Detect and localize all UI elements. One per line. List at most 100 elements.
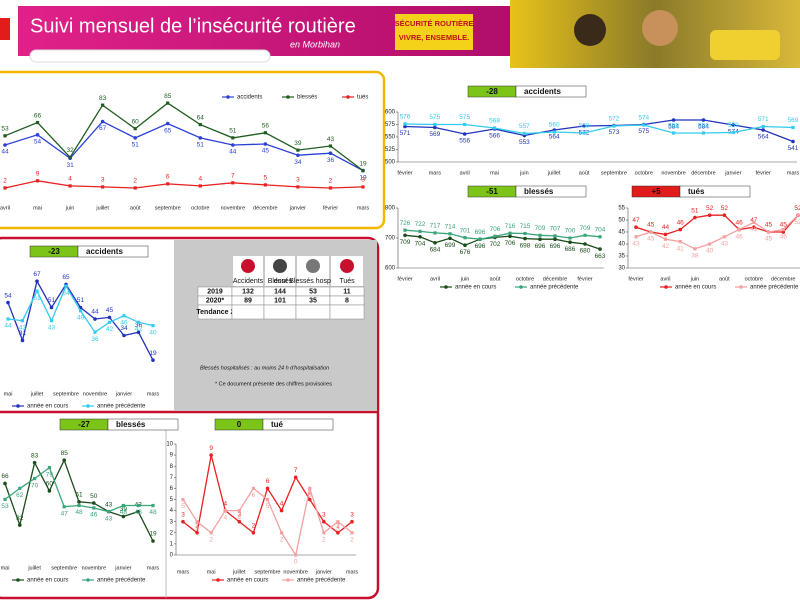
chart-title: tués — [688, 187, 705, 196]
data-label: 52 — [794, 219, 800, 226]
x-tick-label: novembre — [661, 170, 685, 176]
point — [722, 235, 726, 239]
data-label: 2 — [336, 523, 340, 530]
point — [361, 168, 365, 173]
point — [93, 317, 97, 321]
x-tick-label: février — [397, 276, 412, 282]
table-cell-text: 8 — [345, 297, 349, 304]
data-label: 38 — [691, 253, 699, 260]
point — [92, 506, 96, 510]
data-label: 43 — [19, 324, 27, 331]
point — [166, 182, 170, 186]
y-tick-label: 30 — [618, 266, 625, 272]
data-label: 34 — [120, 325, 128, 332]
legend-marker — [519, 285, 523, 289]
logo-text: SÉCURITÉ ROUTIÈRE — [395, 19, 474, 28]
data-label: 32 — [66, 147, 74, 154]
point — [62, 458, 66, 463]
data-label: 83 — [31, 452, 39, 459]
point — [3, 134, 7, 138]
point — [781, 228, 785, 232]
x-tick-label: janvier — [114, 565, 131, 571]
data-label: 43 — [632, 241, 640, 248]
data-label: 4 — [223, 500, 227, 507]
legend-marker — [216, 578, 220, 582]
point — [403, 122, 407, 126]
point — [136, 503, 140, 508]
legend-marker — [444, 285, 448, 289]
x-tick-label: janvier — [289, 205, 306, 211]
series-line — [404, 234, 601, 250]
data-label: 31 — [19, 330, 27, 337]
y-tick-label: 550 — [385, 135, 396, 141]
data-label: 67 — [99, 125, 107, 132]
data-label: 706 — [505, 240, 516, 247]
data-label: 557 — [519, 123, 530, 130]
x-tick-label: avril — [0, 205, 10, 211]
point — [328, 151, 333, 155]
data-label: 575 — [459, 114, 470, 121]
point — [151, 539, 155, 543]
x-tick-label: mai — [4, 391, 13, 397]
point — [77, 503, 81, 508]
chart-title: accidents — [524, 87, 561, 96]
data-label: 704 — [415, 241, 426, 248]
point — [107, 320, 112, 324]
x-tick-label: avril — [430, 276, 440, 282]
point — [582, 124, 586, 128]
point — [181, 519, 185, 524]
point — [263, 131, 267, 135]
point — [68, 184, 72, 188]
point — [101, 185, 105, 189]
data-label: 576 — [400, 114, 411, 121]
point — [165, 121, 170, 126]
column-header: Accidents — [233, 278, 264, 285]
data-label: 6 — [252, 492, 256, 499]
point — [136, 330, 141, 335]
x-tick-label: mai — [33, 205, 42, 211]
photo-figure — [574, 14, 606, 46]
data-label: 83 — [99, 95, 107, 102]
badge-text: -23 — [48, 247, 60, 256]
point — [181, 497, 185, 502]
point — [92, 501, 96, 505]
y-tick-label: 45 — [618, 230, 625, 236]
legend-marker — [86, 404, 90, 408]
point — [583, 233, 587, 237]
legend-label: année précédente — [530, 285, 579, 291]
point — [296, 148, 300, 152]
data-label: 709 — [535, 225, 546, 232]
data-label: 65 — [164, 127, 172, 134]
data-label: 36 — [327, 157, 335, 164]
point — [722, 213, 727, 217]
data-label: 51 — [132, 142, 140, 149]
point — [6, 300, 10, 305]
data-label: 699 — [445, 242, 456, 249]
data-label: 702 — [490, 241, 501, 248]
point — [3, 143, 7, 147]
series-line — [404, 123, 794, 135]
data-label: 564 — [758, 134, 769, 141]
data-label: 46 — [120, 319, 128, 326]
point — [307, 497, 312, 502]
y-tick-label: 50 — [618, 218, 625, 224]
column-header: dont Blessés hospitalisés — [274, 278, 353, 285]
x-tick-label: mars — [429, 170, 441, 176]
point — [20, 319, 25, 323]
point — [136, 509, 140, 514]
point — [508, 231, 512, 235]
data-label: 85 — [61, 450, 69, 457]
badge-text: -27 — [78, 420, 90, 429]
table-cell-text: 2019 — [207, 288, 223, 295]
point — [198, 184, 202, 188]
point — [265, 497, 270, 502]
data-label: 47 — [750, 217, 758, 224]
data-label: 51 — [77, 297, 85, 304]
logo-box — [395, 14, 473, 50]
point — [198, 122, 202, 127]
y-tick-label: 575 — [385, 122, 396, 128]
data-label: 43 — [105, 515, 113, 522]
x-tick-label: juin — [690, 276, 700, 282]
point — [791, 139, 795, 144]
